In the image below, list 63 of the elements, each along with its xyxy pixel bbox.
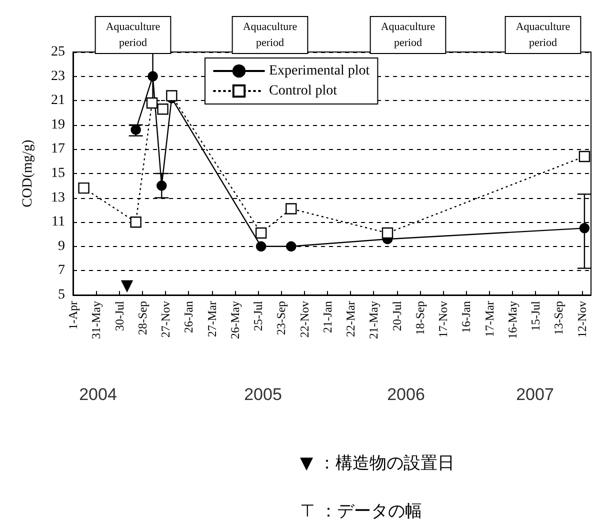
- text: 2007: [516, 385, 554, 404]
- x-tick-label: 17-Mar: [482, 301, 496, 337]
- y-tick-label: 25: [51, 44, 65, 60]
- x-tick-label: 31-May: [89, 301, 104, 339]
- point: [146, 97, 158, 109]
- x-tick-label: 26-Jan: [182, 301, 196, 333]
- text: ⊤ ：データの幅: [300, 502, 422, 522]
- x-tick-label: 21-Jan: [320, 301, 334, 333]
- point: [156, 180, 167, 191]
- x-tick-label: 23-Sep: [274, 301, 288, 335]
- point: [148, 71, 158, 82]
- annotation: ▼: [120, 276, 134, 294]
- x-tick-label: 12-Nov: [574, 301, 589, 338]
- x-tick-label: 30-Jul: [112, 300, 126, 331]
- x-tick-label: 28-Sep: [135, 301, 150, 335]
- point: [255, 227, 267, 239]
- point: [130, 124, 141, 135]
- y-tick-label: 15: [51, 166, 65, 181]
- x-tick-label: 13-Sep: [552, 301, 566, 335]
- y-tick-label: 13: [51, 190, 65, 206]
- x-tick-label: 26-May: [228, 301, 242, 339]
- y-tick-label: 7: [58, 263, 65, 278]
- x-tick-label: 1-Apr: [66, 301, 80, 330]
- x-tick-label: 22-Nov: [297, 301, 312, 338]
- text: 2004: [79, 385, 117, 404]
- text: 2005: [244, 385, 282, 404]
- x-tick-label: 27-Mar: [204, 301, 219, 337]
- legend-label: Control plot: [269, 84, 338, 98]
- x-tick-label: 17-Nov: [436, 301, 450, 338]
- text: Aquaculture period: [380, 21, 436, 49]
- point: [286, 241, 296, 252]
- y-tick-label: 17: [51, 142, 65, 157]
- x-tick-label: 21-May: [366, 301, 381, 339]
- x-tick-label: 22-Mar: [344, 301, 358, 337]
- text: Aquaculture period: [242, 21, 298, 49]
- x-tick-label: 27-Nov: [158, 301, 172, 338]
- point: [578, 150, 590, 162]
- x-tick-label: 15-Jul: [528, 300, 542, 331]
- y-tick-label: 21: [51, 93, 65, 108]
- y-tick-label: 11: [52, 214, 65, 230]
- y-tick-label: 23: [51, 68, 65, 84]
- point: [78, 182, 90, 194]
- point: [579, 223, 590, 234]
- x-tick-label: 16-Jan: [459, 301, 474, 333]
- text: 2006: [387, 385, 425, 404]
- y-tick-label: 19: [51, 117, 65, 132]
- point: [130, 216, 142, 228]
- text: Aquaculture period: [106, 21, 160, 49]
- y-tick-label: 5: [58, 288, 65, 302]
- text: Aquaculture period: [516, 21, 570, 49]
- point: [157, 104, 168, 115]
- point: [166, 90, 178, 102]
- x-tick-label: 16-May: [505, 301, 520, 339]
- x-tick-label: 20-Jul: [390, 300, 404, 331]
- x-tick-label: 25-Jul: [251, 300, 265, 331]
- point: [382, 227, 394, 239]
- y-axis-title: COD(mg/g): [20, 139, 36, 208]
- x-tick-label: 18-Sep: [412, 301, 427, 335]
- point: [256, 241, 266, 252]
- text: ▼ ：構造物の設置日: [300, 454, 454, 474]
- point: [286, 203, 297, 214]
- y-tick-label: 9: [58, 238, 65, 254]
- legend-label: Experimental plot: [269, 64, 370, 78]
